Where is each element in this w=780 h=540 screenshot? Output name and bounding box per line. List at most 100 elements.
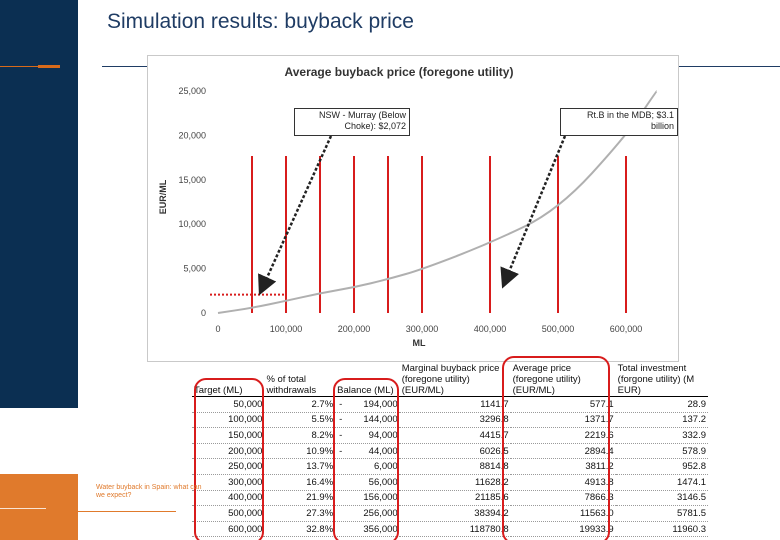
header-marginal: Marginal buyback price (foregone utility… [399,356,511,397]
cell-average: 577.1 [510,396,616,413]
cell-pct: 21.9% [264,490,336,507]
cell-total: 28.9 [615,396,708,413]
balance-sign: - [339,445,343,457]
table-row: 200,000 10.9% - 44,000 6026.5 2894.4 578.9 [192,443,708,460]
cell-balance: 6,000 [335,458,400,475]
balance-sign: - [339,429,343,441]
callout-arrow-left [258,135,333,296]
chart-panel: Average buyback price (foregone utility)… [147,55,679,362]
cell-pct: 13.7% [264,458,336,475]
y-tick-label: 0 [201,308,206,318]
table-row: 150,000 8.2% - 94,000 4415.7 2219.6 332.9 [192,427,708,444]
balance-value: 356,000 [363,523,398,535]
header-pct: % of total withdrawals [264,356,336,397]
cell-target: 250,000 [192,458,265,475]
cell-average: 7866.3 [510,490,616,507]
sidebar-accent-mark [38,65,60,68]
cell-marginal: 8814.8 [399,458,511,475]
table-body: 50,000 2.7% -194,000 1141.7 577.1 28.9 100,000… [192,396,708,538]
cell-average: 11563.0 [510,505,616,522]
cell-marginal: 1141.7 [399,396,511,413]
balance-value: 156,000 [363,492,398,504]
cell-target: 400,000 [192,490,265,507]
callout-mdb: Rt.B in the MDB; $3.1 billion [560,108,678,136]
cell-average: 19933.9 [510,521,616,538]
x-tick-label: 600,000 [610,324,643,334]
cell-balance: - 144,000 [335,412,400,429]
cell-balance: 56,000 [335,474,400,491]
results-table-wrap: Target (ML) % of total withdrawals Balan… [192,356,708,540]
cell-average: 2219.6 [510,427,616,444]
cell-average: 4913.8 [510,474,616,491]
cell-total: 332.9 [615,427,708,444]
balance-value: 256,000 [363,507,398,519]
slide-title: Simulation results: buyback price [107,10,414,33]
balance-value: 94,000 [368,429,398,441]
table-header-row: Target (ML) % of total withdrawals Balan… [192,356,708,397]
cell-balance: - 194,000 [335,396,400,413]
balance-value: 144,000 [363,414,398,426]
sidebar-accent-line [0,66,60,67]
balance-sign: - [339,414,343,426]
cell-balance: - 44,000 [335,443,400,460]
chart-title: Average buyback price (foregone utility) [285,65,514,79]
cell-marginal: 38394.2 [399,505,511,522]
cell-average: 1371.7 [510,412,616,429]
header-average: Average price (foregone utility) (EUR/ML… [510,356,616,397]
cell-target: 300,000 [192,474,265,491]
cell-target: 500,000 [192,505,265,522]
x-tick-label: 0 [215,324,220,334]
cell-balance: - 94,000 [335,427,400,444]
table-row: 100,000 5.5% - 144,000 3296.8 1371.7 137.2 [192,412,708,429]
footer-accent-line [0,508,46,509]
table-row: 250,000 13.7% 6,000 8814.8 3811.2 952.8 [192,458,708,475]
footer-accent-block [0,474,78,540]
balance-value: 194,000 [363,398,398,410]
x-tick-label: 100,000 [270,324,303,334]
y-axis-label: EUR/ML [158,179,168,214]
cell-pct: 2.7% [264,396,336,413]
cell-marginal: 6026.5 [399,443,511,460]
slide-sidebar [0,0,78,408]
x-tick-label: 500,000 [542,324,575,334]
header-total: Total investment (forgone utility) (M EU… [615,356,708,397]
callout-arrow-right [500,135,567,289]
y-tick-label: 5,000 [183,264,206,274]
price-curve [217,90,658,314]
y-tick-label: 15,000 [178,175,206,185]
header-balance: Balance (ML) [335,356,400,397]
cell-balance: 256,000 [335,505,400,522]
y-tick-label: 20,000 [178,130,206,140]
cell-marginal: 4415.7 [399,427,511,444]
cell-total: 578.9 [615,443,708,460]
cell-total: 11960.3 [615,521,708,538]
cell-pct: 5.5% [264,412,336,429]
cell-pct: 10.9% [264,443,336,460]
y-tick-label: 25,000 [178,86,206,96]
cell-pct: 27.3% [264,505,336,522]
cell-average: 2894.4 [510,443,616,460]
callout-nsw-murray: NSW - Murray (Below Choke): $2,072 [294,108,410,136]
cell-pct: 16.4% [264,474,336,491]
balance-value: 6,000 [373,461,398,473]
cell-pct: 32.8% [264,521,336,538]
y-tick-label: 10,000 [178,219,206,229]
x-tick-label: 300,000 [406,324,439,334]
cell-target: 600,000 [192,521,265,538]
table-row: 400,000 21.9% 156,000 21185.6 7866.3 3146.5 [192,490,708,507]
cell-target: 50,000 [192,396,265,413]
results-table: Target (ML) % of total withdrawals Balan… [192,356,708,538]
table-row: 600,000 32.8% 356,000 118780.8 19933.9 11960.… [192,521,708,538]
table-row: 50,000 2.7% - 194,000 1141.7 577.1 28.9 [192,396,708,413]
x-tick-label: 400,000 [474,324,507,334]
cell-total: 5781.5 [615,505,708,522]
balance-sign: - [339,398,343,410]
cell-marginal: 21185.6 [399,490,511,507]
cell-balance: 356,000 [335,521,400,538]
cell-marginal: 11628.2 [399,474,511,491]
cell-balance: 156,000 [335,490,400,507]
x-tick-label: 200,000 [338,324,371,334]
cell-target: 150,000 [192,427,265,444]
cell-pct: 8.2% [264,427,336,444]
balance-value: 56,000 [368,476,398,488]
